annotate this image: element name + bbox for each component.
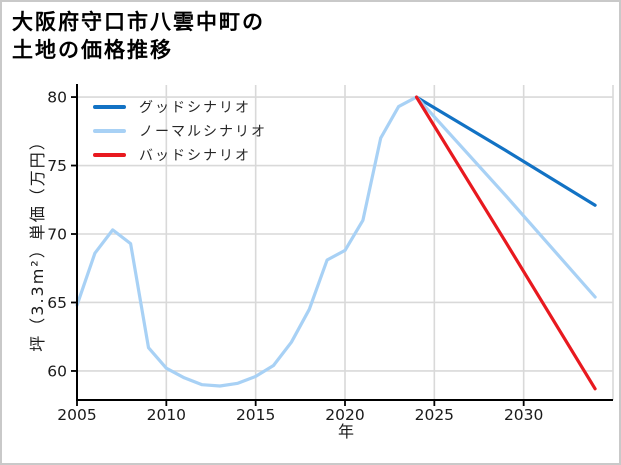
legend-item-good-scenario: グッドシナリオ <box>93 95 267 119</box>
normal-scenario-line-swatch <box>93 129 126 133</box>
legend-item-normal-scenario: ノーマルシナリオ <box>93 119 267 143</box>
x-tick-label: 2005 <box>57 406 96 424</box>
x-tick-label: 2010 <box>147 406 186 424</box>
legend-label: バッドシナリオ <box>139 148 251 164</box>
x-tick-label: 2015 <box>236 406 275 424</box>
legend: グッドシナリオ ノーマルシナリオ バッドシナリオ <box>93 95 267 167</box>
legend-label: グッドシナリオ <box>139 100 251 116</box>
series-line <box>414 95 597 207</box>
legend-label: ノーマルシナリオ <box>139 124 267 140</box>
x-tick-label: 2030 <box>504 406 543 424</box>
y-tick-label: 80 <box>47 89 67 107</box>
page-title: 大阪府守口市八雲中町の 土地の価格推移 <box>12 8 265 64</box>
bad-scenario-line-swatch <box>93 153 126 157</box>
y-tick-label: 75 <box>47 157 67 175</box>
x-tick-label: 2025 <box>415 406 454 424</box>
legend-item-bad-scenario: バッドシナリオ <box>93 143 267 167</box>
y-tick-label: 70 <box>47 226 67 244</box>
y-tick-label: 65 <box>47 294 67 312</box>
x-axis-label: 年 <box>337 422 355 441</box>
title-line-2: 土地の価格推移 <box>12 38 173 62</box>
y-tick-label: 60 <box>47 362 67 380</box>
title-line-1: 大阪府守口市八雲中町の <box>12 10 265 34</box>
series-line <box>75 95 597 388</box>
series-line <box>414 95 597 391</box>
good-scenario-line-swatch <box>93 105 126 109</box>
x-tick-label: 2020 <box>325 406 364 424</box>
